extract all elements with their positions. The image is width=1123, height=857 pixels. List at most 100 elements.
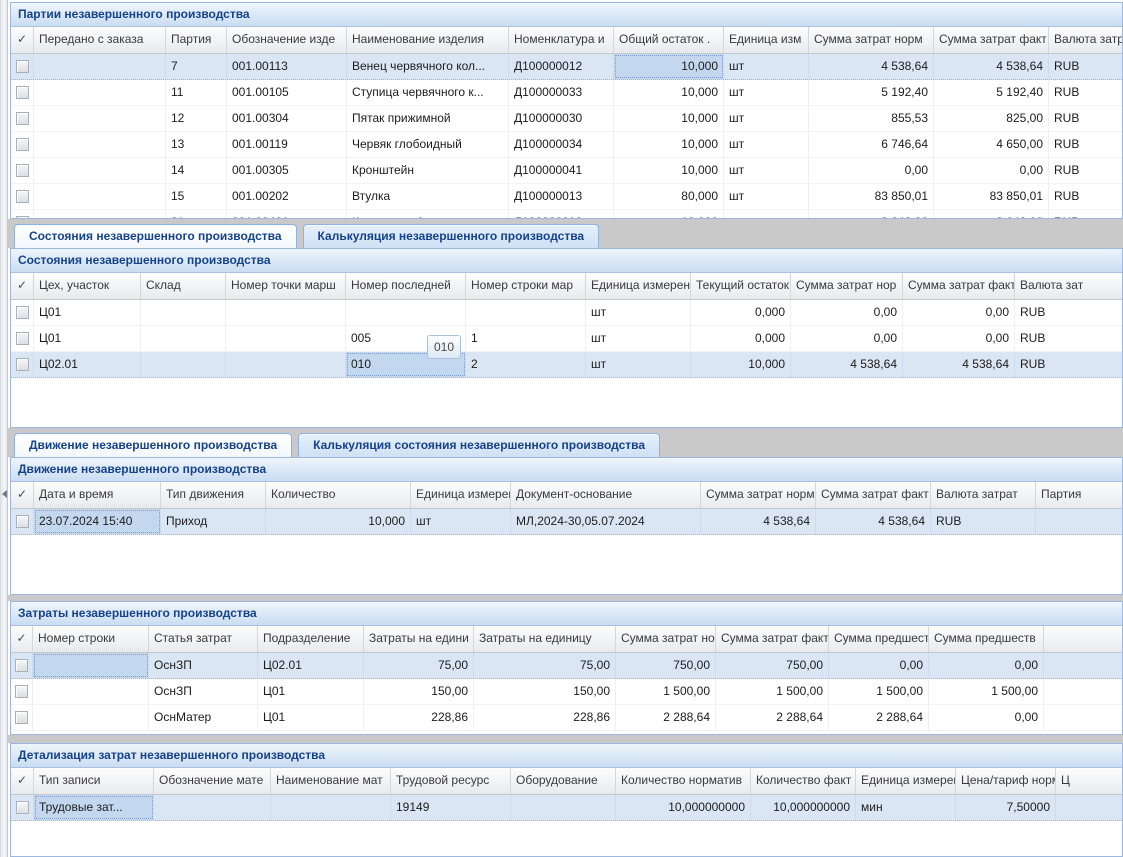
tab-inactive[interactable]: Калькуляция состояния незавершенного про… (298, 433, 661, 457)
cell[interactable]: 75,00 (474, 653, 616, 678)
cell[interactable] (271, 795, 391, 820)
row-checkbox[interactable] (15, 190, 29, 203)
cell[interactable]: ОснМатер (149, 705, 258, 730)
cell[interactable] (346, 300, 466, 325)
tab-active[interactable]: Движение незавершенного производства (14, 433, 293, 457)
checkbox-cell[interactable] (11, 352, 34, 377)
cell[interactable]: Втулка (347, 184, 509, 209)
row-checkbox[interactable] (15, 112, 29, 125)
column-header[interactable]: Сумма затрат факт . (716, 626, 829, 652)
cell[interactable]: 75,00 (364, 653, 474, 678)
cell[interactable]: 4 538,64 (701, 509, 816, 534)
cell[interactable]: Ц01 (258, 679, 364, 704)
column-header[interactable]: Наименование мат (271, 768, 391, 794)
row-checkbox[interactable] (15, 86, 29, 99)
column-header[interactable]: Документ-основание (511, 482, 701, 508)
row-checkbox[interactable] (15, 332, 29, 345)
column-header[interactable]: Цена/тариф норма (956, 768, 1056, 794)
cell[interactable]: 4 650,00 (934, 132, 1049, 157)
cell[interactable] (141, 352, 226, 377)
cell[interactable]: 4 538,64 (791, 352, 903, 377)
column-header[interactable]: Количество факт (751, 768, 856, 794)
column-header[interactable]: Единица измерени (411, 482, 511, 508)
cell[interactable]: 5 192,40 (809, 80, 934, 105)
cell[interactable] (511, 795, 616, 820)
select-all-header[interactable]: ✓ (11, 482, 34, 508)
column-header[interactable]: Подразделение (258, 626, 364, 652)
column-header[interactable]: Наименование изделия (347, 27, 509, 53)
column-header[interactable]: Тип движения (161, 482, 266, 508)
cell[interactable]: RUB (1015, 300, 1122, 325)
cell[interactable]: шт (411, 509, 511, 534)
cell[interactable]: 10,000000000 (751, 795, 856, 820)
tab-inactive[interactable]: Калькуляция незавершенного производства (302, 224, 600, 248)
table-row[interactable]: Ц01 шт 0,000 0,00 0,00 RUB (11, 300, 1122, 326)
cell[interactable]: 010 (346, 352, 466, 377)
table-row[interactable]: Ц01 005 1 шт 0,000 0,00 0,00 RUB (11, 326, 1122, 352)
cell[interactable]: Приход (161, 509, 266, 534)
cell[interactable]: 10,000 (614, 106, 724, 131)
cell[interactable]: 001.00105 (227, 80, 347, 105)
cell[interactable]: RUB (1015, 326, 1122, 351)
checkbox-cell[interactable] (11, 210, 34, 218)
cell[interactable] (33, 679, 149, 704)
cell[interactable]: Ц02.01 (34, 352, 141, 377)
cell[interactable]: Д100000013 (509, 184, 614, 209)
cell[interactable] (141, 326, 226, 351)
cell[interactable] (1056, 795, 1122, 820)
select-all-header[interactable]: ✓ (11, 273, 34, 299)
collapse-left-icon[interactable] (2, 490, 7, 498)
cell[interactable]: 23.07.2024 15:40 (34, 509, 161, 534)
cell[interactable]: 13 (166, 132, 227, 157)
cell[interactable]: 825,00 (934, 106, 1049, 131)
column-header[interactable]: Количество норматив (616, 768, 751, 794)
column-header[interactable]: Партия (1036, 482, 1122, 508)
cell[interactable]: 83 850,01 (809, 184, 934, 209)
column-header[interactable]: Тип записи (34, 768, 154, 794)
cell[interactable]: 750,00 (716, 653, 829, 678)
cell[interactable]: 001.00202 (227, 184, 347, 209)
cell[interactable]: 12 (166, 106, 227, 131)
column-header[interactable]: Единица изм (724, 27, 809, 53)
column-header[interactable]: Партия (166, 27, 227, 53)
column-header[interactable]: Номенклатура и (509, 27, 614, 53)
cell[interactable]: шт (586, 300, 691, 325)
row-checkbox[interactable] (15, 711, 28, 724)
table-row[interactable]: 21001.00401Крепление фланцевоеД100000010… (11, 210, 1122, 218)
table-row[interactable]: 14 001.00305 Кронштейн Д100000041 10,000 шт 0,… (11, 158, 1122, 184)
checkbox-cell[interactable] (11, 509, 34, 534)
column-header[interactable]: Номер строки (33, 626, 149, 652)
cell[interactable]: 7 (166, 54, 227, 79)
column-header[interactable]: Валюта затр (1049, 27, 1122, 53)
cell[interactable]: RUB (1049, 106, 1122, 131)
row-checkbox[interactable] (15, 801, 29, 814)
table-row-selected[interactable]: 23.07.2024 15:40 Приход 10,000 шт МЛ,2024-30… (11, 509, 1122, 535)
cell[interactable]: Ц01 (34, 300, 141, 325)
cell[interactable]: 10,000 (614, 80, 724, 105)
row-checkbox[interactable] (15, 60, 29, 73)
cell[interactable]: Д100000033 (509, 80, 614, 105)
table-row[interactable]: ОснМатер Ц01 228,86 228,86 2 288,64 2 288,64 2… (11, 705, 1122, 731)
checkbox-cell[interactable] (11, 80, 34, 105)
column-header[interactable]: Номер точки марш (226, 273, 346, 299)
cell[interactable]: Венец червячного кол... (347, 54, 509, 79)
cell[interactable]: 0,000 (691, 326, 791, 351)
cell[interactable]: RUB (931, 509, 1036, 534)
cell[interactable] (34, 184, 166, 209)
cell[interactable]: 14 (166, 158, 227, 183)
checkbox-cell[interactable] (11, 158, 34, 183)
cell[interactable]: 7,50000 (956, 795, 1056, 820)
table-row-selected[interactable]: Трудовые зат... 19149 10,000000000 10,00000… (11, 795, 1122, 821)
row-checkbox[interactable] (15, 216, 29, 218)
cell[interactable]: 0,00 (903, 326, 1015, 351)
cell[interactable]: 1 500,00 (716, 679, 829, 704)
cell[interactable]: 4 538,64 (934, 54, 1049, 79)
cell[interactable]: 1 500,00 (616, 679, 716, 704)
cell[interactable]: 10,000 (266, 509, 411, 534)
cell[interactable]: шт (586, 352, 691, 377)
cell[interactable]: 4 538,64 (809, 54, 934, 79)
cell[interactable]: 228,86 (364, 705, 474, 730)
cell[interactable]: шт (724, 210, 809, 218)
cell[interactable]: 21 (166, 210, 227, 218)
cell[interactable]: 2 (466, 352, 586, 377)
